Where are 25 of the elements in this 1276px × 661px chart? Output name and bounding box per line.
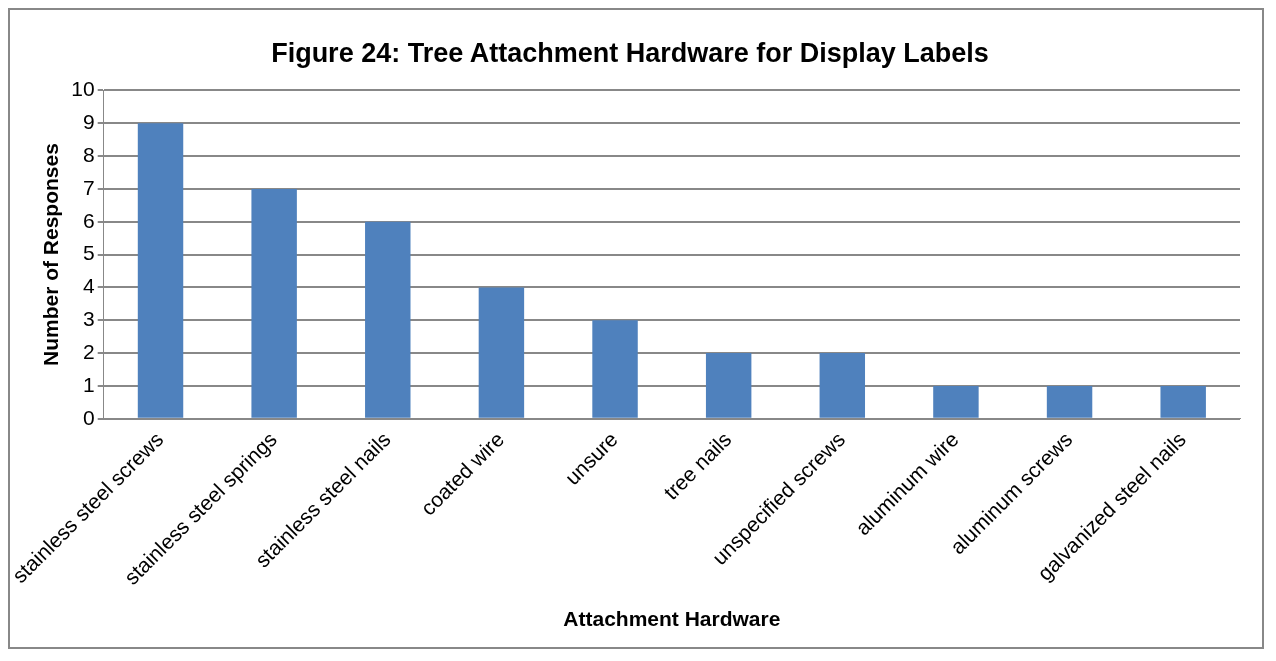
y-tick-label: 7 [83,175,95,199]
y-tick-label: 10 [71,77,95,101]
bar [137,123,184,418]
y-tick-label: 2 [83,339,95,363]
bar [251,188,297,418]
x-tick-label: tree nails [659,427,736,504]
y-axis-title: Number of Responses [38,143,62,367]
y-tick-label: 6 [83,208,95,232]
bar [592,320,638,418]
y-tick-label: 5 [83,241,95,265]
bar [705,353,752,418]
bar [933,385,979,418]
y-tick-label: 9 [83,110,95,134]
bar [365,221,411,418]
x-axis-title: Attachment Hardware [563,607,781,631]
y-tick-label: 1 [83,372,95,396]
chart-title: Figure 24: Tree Attachment Hardware for Display Labels [271,37,989,68]
bar [819,353,866,418]
y-tick-label: 8 [83,142,95,166]
y-tick-label: 4 [83,274,96,298]
bar [1046,385,1093,418]
bar [478,287,525,418]
y-tick-label: 0 [83,405,95,429]
y-tick-label: 3 [83,307,95,331]
bar [1160,385,1206,418]
